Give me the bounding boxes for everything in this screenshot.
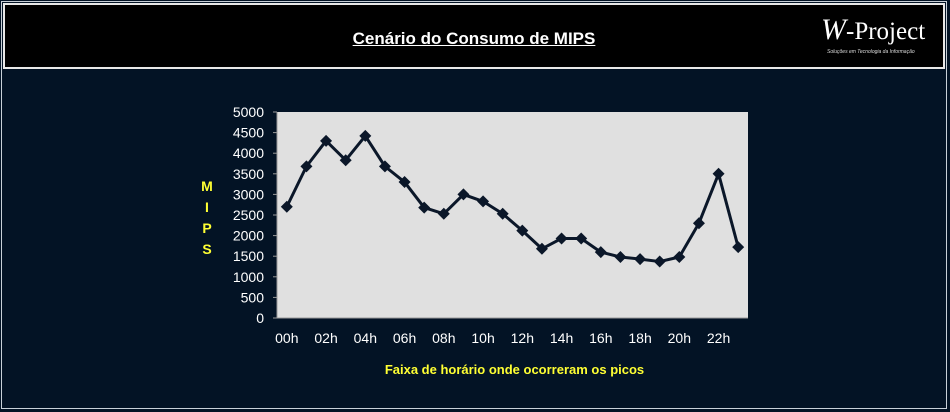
data-point xyxy=(457,188,470,201)
x-axis-title: Faixa de horário onde ocorreram os picos xyxy=(385,362,644,377)
data-point xyxy=(673,251,686,264)
data-point xyxy=(477,195,490,208)
data-point xyxy=(594,246,607,259)
x-tick-label: 00h xyxy=(275,330,298,346)
y-axis-title-letter: I xyxy=(205,199,209,215)
data-point xyxy=(732,241,745,254)
data-point xyxy=(300,160,313,173)
logo: W-Project Soluções em Tecnologia da Info… xyxy=(821,13,933,59)
x-tick-label: 20h xyxy=(668,330,691,346)
y-axis-title-letter: P xyxy=(202,220,212,236)
logo-text: W-Project xyxy=(821,13,926,46)
y-tick-label: 4000 xyxy=(233,145,264,161)
x-tick-label: 18h xyxy=(628,330,651,346)
y-tick-label: 500 xyxy=(241,289,265,305)
data-point xyxy=(614,251,627,264)
data-point xyxy=(378,160,391,173)
data-point xyxy=(418,201,431,214)
y-tick-label: 1500 xyxy=(233,248,264,264)
logo-tagline: Soluções em Tecnologia da Informação xyxy=(827,49,915,55)
y-tick-label: 1000 xyxy=(233,269,264,285)
y-tick-label: 2000 xyxy=(233,228,264,244)
data-point xyxy=(437,207,450,220)
y-tick-label: 2500 xyxy=(233,207,264,223)
data-point xyxy=(692,217,705,230)
data-point xyxy=(634,253,647,266)
x-tick-label: 16h xyxy=(589,330,612,346)
x-tick-label: 02h xyxy=(314,330,337,346)
x-tick-label: 10h xyxy=(471,330,494,346)
data-point xyxy=(516,224,529,237)
data-point xyxy=(653,255,666,268)
y-axis-title-letter: M xyxy=(201,178,213,194)
x-tick-label: 14h xyxy=(550,330,573,346)
data-point xyxy=(398,176,411,189)
x-tick-label: 22h xyxy=(707,330,730,346)
data-point xyxy=(280,200,293,213)
data-point xyxy=(555,232,568,245)
x-tick-label: 04h xyxy=(354,330,377,346)
y-tick-label: 3000 xyxy=(233,186,264,202)
header-bar: Cenário do Consumo de MIPS W-Project Sol… xyxy=(3,3,945,69)
data-point xyxy=(320,134,333,147)
data-point xyxy=(339,154,352,167)
data-point xyxy=(359,129,372,142)
y-tick-label: 3500 xyxy=(233,166,264,182)
x-tick-label: 06h xyxy=(393,330,416,346)
x-tick-label: 12h xyxy=(511,330,534,346)
y-axis-title-letter: S xyxy=(202,241,212,257)
y-tick-label: 0 xyxy=(256,310,264,326)
data-point xyxy=(712,167,725,180)
plot-area xyxy=(277,112,748,318)
page-title: Cenário do Consumo de MIPS xyxy=(352,29,596,48)
x-tick-label: 08h xyxy=(432,330,455,346)
data-point xyxy=(535,242,548,255)
y-tick-label: 4500 xyxy=(233,125,264,141)
data-point xyxy=(496,207,509,220)
data-point xyxy=(575,232,588,245)
y-tick-label: 5000 xyxy=(233,104,264,120)
